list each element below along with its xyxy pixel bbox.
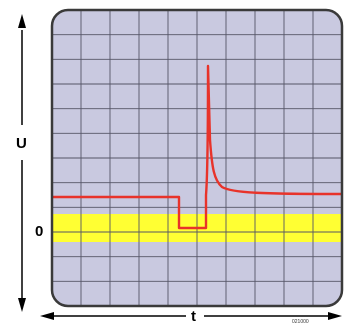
horizontal-axis-arrow: [40, 312, 342, 320]
horizontal-axis-label: t: [191, 308, 196, 324]
screen-grid: [52, 10, 342, 306]
vertical-axis-label: U: [16, 135, 27, 152]
credit-text: 021000: [292, 319, 309, 324]
signal-trace: [52, 64, 342, 230]
screen-border: [50, 8, 344, 308]
vertical-axis-arrow: [18, 14, 26, 312]
zero-level-label: 0: [35, 223, 43, 240]
